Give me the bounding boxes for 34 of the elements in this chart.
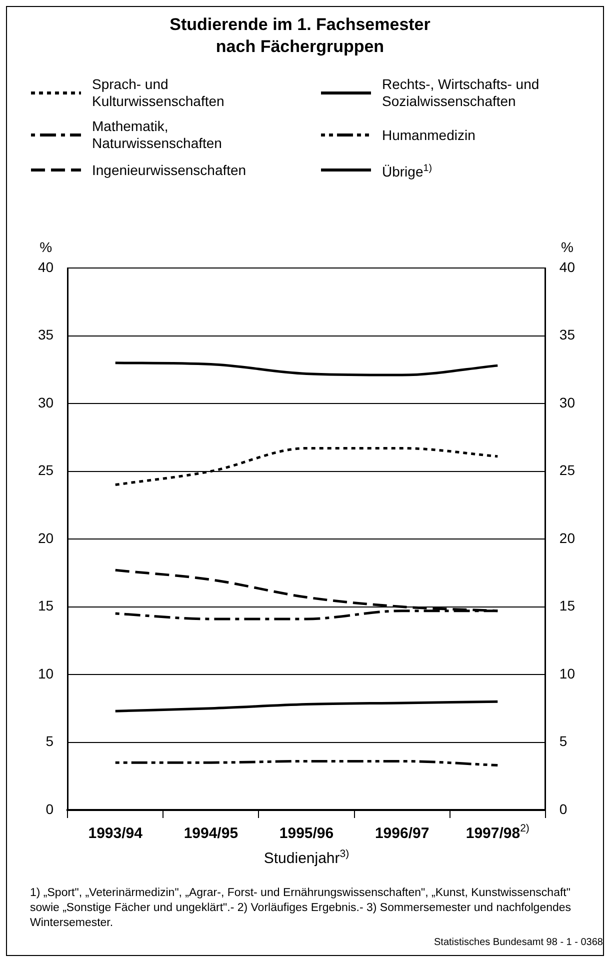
x-tick-label: 1993/94: [88, 825, 144, 842]
legend-label: Übrige$^{1)}$: [382, 162, 432, 181]
y2-tick-label: 25: [559, 462, 576, 478]
text: Statistisches Bundesamt 98 - 1 - 0368: [434, 937, 603, 948]
y-tick-label: 30: [38, 394, 54, 410]
y2-tick-label: 20: [559, 530, 576, 546]
y2-tick-label: 5: [559, 733, 568, 750]
y2-tick-label: 35: [559, 326, 576, 343]
legend-label: Sprach- und Kulturwissenschaften: [92, 76, 226, 110]
y-tick-label: 25: [38, 462, 54, 478]
y-tick-label: 35: [38, 326, 54, 343]
x-tick-label: 1994/95: [184, 825, 238, 842]
x-axis-title: Studienjahr$^{3)}$: [262, 848, 350, 867]
y2-tick-label: 0: [559, 800, 568, 817]
y-tick-label: 0: [46, 800, 54, 817]
y2-axis-title: %: [560, 239, 574, 255]
y-tick-label: 15: [38, 598, 54, 614]
legend-label: Rechts-, Wirtschafts- und Sozialwissenschaften: [382, 76, 540, 110]
legend-label: Ingenieurwissenschaften: [92, 162, 246, 179]
y2-tick-label: 10: [559, 665, 576, 682]
y2-tick-label: 30: [559, 394, 576, 410]
y-tick-label: 40: [38, 258, 54, 275]
y-axis-title: %: [40, 239, 52, 255]
x-tick-label: 1996/97: [374, 825, 430, 842]
y2-tick-label: 40: [559, 258, 576, 275]
text: 1) „Sport", „Veterinärmedizin", „Agrar-, Forst- und Ernährungswissenschaften", „Kunst, Kunstwissenschaft" sowie „Sonstige Fächer und ungeklärt".- 2) Vorläufiges Ergebnis.- 3) Sommersemester und nachfolgendes Wintersemester.: [30, 886, 572, 931]
y-tick-label: 20: [38, 530, 54, 546]
y-tick-label: 5: [46, 733, 54, 750]
legend-label: Mathematik, Naturwissenschaften: [92, 118, 223, 152]
y-tick-label: 10: [38, 665, 54, 682]
x-tick-label: 1995/96: [279, 825, 334, 842]
y2-tick-label: 15: [559, 598, 576, 614]
legend-label: Humanmedizin: [382, 126, 476, 144]
chart-title: Studierende im 1. Fachsemester nach Fächergruppen: [168, 14, 432, 58]
